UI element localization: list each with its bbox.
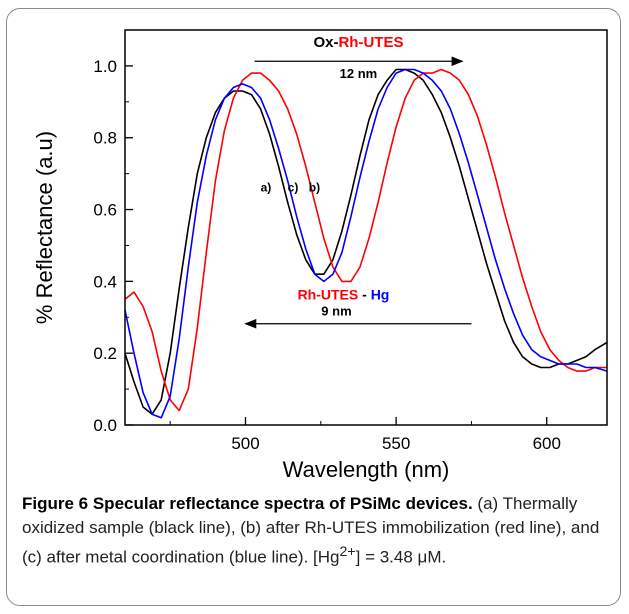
- x-tick-label: 550: [382, 434, 410, 453]
- figure-caption: Figure 6 Specular reflectance spectra of…: [22, 492, 614, 570]
- series-line-b: [124, 68, 607, 412]
- series-label: a): [261, 181, 272, 195]
- axis-layer: 500 550 600 0.0 0.2 0.4 0.6 0.8 1.0: [93, 29, 561, 453]
- y-axis-label: % Reflectance (a.u): [32, 131, 57, 324]
- y-tick-label: 0.0: [93, 416, 117, 435]
- caption-body-end: ] = 3.48 μM.: [355, 547, 447, 567]
- series-line-a: [124, 68, 608, 416]
- series-layer: [124, 68, 608, 419]
- y-tick-label: 0.8: [93, 129, 117, 148]
- x-tick-label: 600: [533, 434, 561, 453]
- annotation-layer: Ox-Rh-UTES 12 nm Rh-UTES - Hg9 nm a) c) b): [244, 34, 472, 329]
- annotation-top-label: Ox-Rh-UTES: [313, 34, 403, 51]
- y-tick-label: 0.4: [93, 272, 117, 291]
- series-label: b): [309, 181, 320, 195]
- x-axis-label: Wavelength (nm): [283, 457, 450, 482]
- annotation-bottom-shift: 9 nm: [321, 304, 351, 319]
- annotation-top-shift: 12 nm: [340, 66, 378, 81]
- series-label: c): [288, 181, 299, 195]
- y-tick-label: 0.6: [93, 201, 117, 220]
- y-tick-label: 0.2: [93, 344, 117, 363]
- caption-figure-label: Figure 6: [22, 494, 89, 513]
- y-tick-label: 1.0: [93, 57, 117, 76]
- series-line-c: [124, 68, 608, 419]
- figure-frame: [6, 8, 621, 606]
- annotation-bottom-label: Rh-UTES - Hg: [298, 287, 390, 303]
- caption-superscript: 2+: [339, 544, 356, 560]
- reflectance-chart: Ox-Rh-UTES 12 nm Rh-UTES - Hg9 nm a) c) b) 50…: [32, 29, 608, 482]
- caption-body: (a) Thermally oxidized sample (black lin…: [22, 494, 600, 567]
- plot-area-border: [124, 29, 608, 426]
- caption-title: Specular reflectance spectra of PSiMc de…: [88, 494, 473, 513]
- x-tick-label: 500: [231, 434, 259, 453]
